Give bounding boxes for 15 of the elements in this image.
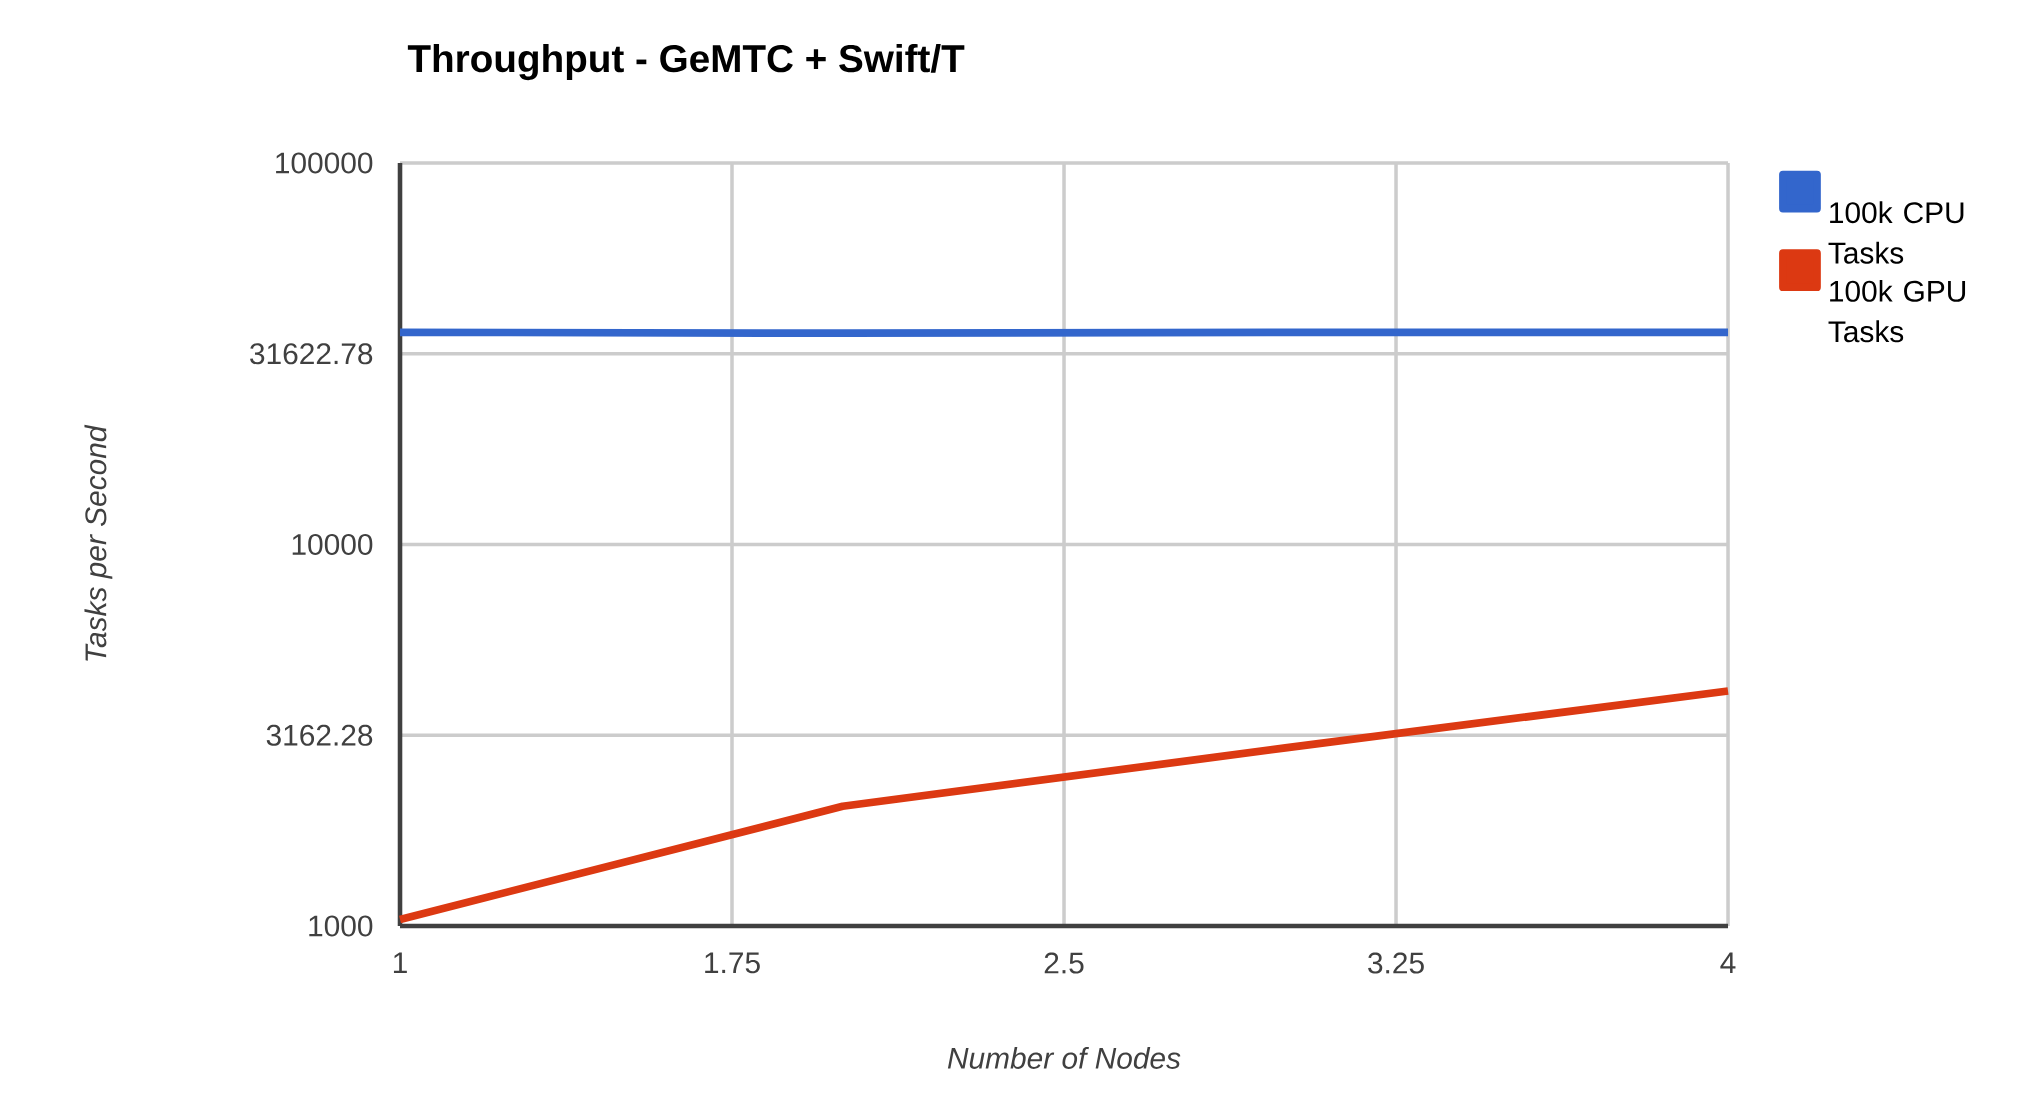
x-axis-title: Number of Nodes xyxy=(947,1046,1181,1069)
x-tick-label: 2.5 xyxy=(1044,952,1084,974)
y-tick-label: 1000 xyxy=(309,915,373,937)
y-tick-label: 10000 xyxy=(292,533,373,556)
x-tick-label: 3.25 xyxy=(1368,952,1424,974)
y-axis-title: Tasks per Second xyxy=(84,424,113,661)
legend-label: 100k GPU Tasks xyxy=(1828,279,1966,343)
x-tick-label: 1.75 xyxy=(705,952,760,974)
y-tick-label: 3162.28 xyxy=(266,724,373,746)
y-tick-label: 100000 xyxy=(276,152,373,174)
legend-label: 100k CPU Tasks xyxy=(1828,201,1964,264)
x-tick-label: 1 xyxy=(393,952,407,974)
chart-title: Throughput - GeMTC + Swift/T xyxy=(407,43,965,81)
x-tick-label: 4 xyxy=(1720,952,1736,974)
y-tick-label: 31622.78 xyxy=(250,343,373,365)
